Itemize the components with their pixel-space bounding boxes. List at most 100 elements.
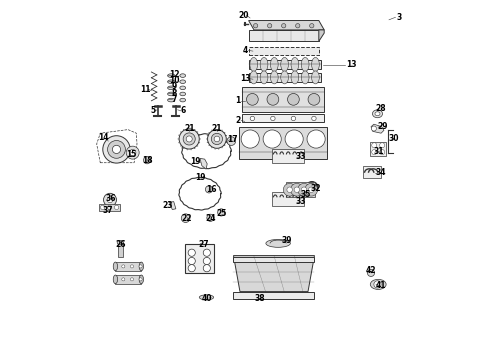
Circle shape [188, 257, 196, 265]
Text: 9: 9 [172, 82, 177, 91]
Text: 39: 39 [282, 236, 292, 245]
Ellipse shape [180, 92, 186, 96]
Circle shape [282, 24, 286, 28]
Circle shape [103, 136, 130, 163]
Text: 40: 40 [201, 294, 212, 302]
Ellipse shape [211, 147, 212, 148]
Circle shape [188, 249, 196, 256]
Ellipse shape [291, 57, 299, 71]
Ellipse shape [224, 145, 225, 146]
Circle shape [144, 157, 151, 164]
Circle shape [179, 129, 199, 149]
Ellipse shape [194, 148, 195, 149]
Text: 19: 19 [190, 157, 200, 166]
Circle shape [203, 257, 210, 265]
Text: 32: 32 [310, 184, 321, 193]
Bar [242, 87, 324, 112]
Ellipse shape [113, 262, 118, 271]
Ellipse shape [260, 71, 268, 84]
Ellipse shape [250, 57, 258, 71]
Ellipse shape [301, 71, 309, 84]
Ellipse shape [209, 145, 210, 146]
Ellipse shape [226, 135, 227, 136]
Polygon shape [248, 30, 319, 41]
Text: 10: 10 [169, 76, 180, 85]
Circle shape [309, 187, 314, 193]
Text: 34: 34 [375, 168, 386, 177]
Ellipse shape [183, 148, 184, 149]
Circle shape [186, 136, 192, 142]
Bar [99, 204, 120, 211]
Bar [272, 149, 304, 163]
Ellipse shape [207, 135, 208, 136]
Circle shape [207, 214, 214, 221]
Circle shape [305, 183, 318, 196]
Text: 22: 22 [181, 215, 192, 223]
Circle shape [214, 136, 220, 142]
Circle shape [241, 130, 259, 148]
Text: 27: 27 [198, 240, 209, 248]
Circle shape [263, 130, 281, 148]
Text: 33: 33 [296, 197, 306, 206]
Circle shape [107, 205, 112, 210]
Text: 23: 23 [163, 201, 173, 210]
Circle shape [307, 130, 325, 148]
Circle shape [129, 149, 136, 156]
Bar [185, 244, 214, 273]
Bar [233, 257, 315, 262]
Polygon shape [248, 21, 324, 30]
Bar [116, 262, 141, 271]
Bar [233, 292, 315, 299]
Ellipse shape [183, 129, 184, 130]
Ellipse shape [168, 92, 175, 96]
Text: 35: 35 [301, 190, 311, 199]
Ellipse shape [180, 80, 186, 84]
Ellipse shape [180, 98, 186, 102]
Circle shape [372, 150, 377, 155]
Ellipse shape [117, 240, 123, 245]
Text: 21: 21 [212, 124, 222, 133]
Bar [248, 73, 320, 82]
Bar [248, 47, 319, 55]
Ellipse shape [191, 149, 192, 150]
Circle shape [208, 130, 226, 148]
Text: 25: 25 [217, 209, 227, 217]
Text: 24: 24 [205, 215, 216, 223]
Circle shape [108, 140, 125, 158]
Circle shape [380, 150, 385, 155]
Text: 19: 19 [195, 173, 206, 182]
Ellipse shape [178, 142, 179, 143]
Circle shape [270, 116, 275, 121]
Ellipse shape [211, 130, 212, 131]
Bar [272, 192, 304, 206]
Text: 4: 4 [243, 46, 248, 55]
Circle shape [294, 187, 299, 193]
Ellipse shape [168, 98, 175, 102]
Bar [116, 275, 141, 284]
Ellipse shape [168, 74, 175, 77]
Bar [239, 127, 327, 159]
Circle shape [285, 130, 303, 148]
Bar [248, 60, 320, 69]
Ellipse shape [312, 57, 319, 71]
Ellipse shape [187, 128, 188, 129]
Bar [370, 142, 386, 156]
Ellipse shape [180, 86, 186, 90]
Circle shape [253, 24, 258, 28]
Text: 14: 14 [98, 133, 109, 142]
Ellipse shape [191, 128, 192, 129]
Circle shape [181, 214, 190, 222]
Text: 7: 7 [172, 95, 177, 104]
Ellipse shape [281, 57, 289, 71]
Text: 28: 28 [376, 104, 387, 113]
Ellipse shape [180, 145, 181, 146]
Text: 18: 18 [142, 156, 152, 166]
Circle shape [368, 269, 374, 276]
Ellipse shape [139, 275, 144, 284]
Ellipse shape [291, 71, 299, 84]
Text: 26: 26 [115, 240, 126, 248]
Text: 30: 30 [389, 134, 399, 143]
Ellipse shape [168, 86, 175, 90]
Circle shape [218, 209, 225, 216]
Circle shape [301, 187, 307, 193]
